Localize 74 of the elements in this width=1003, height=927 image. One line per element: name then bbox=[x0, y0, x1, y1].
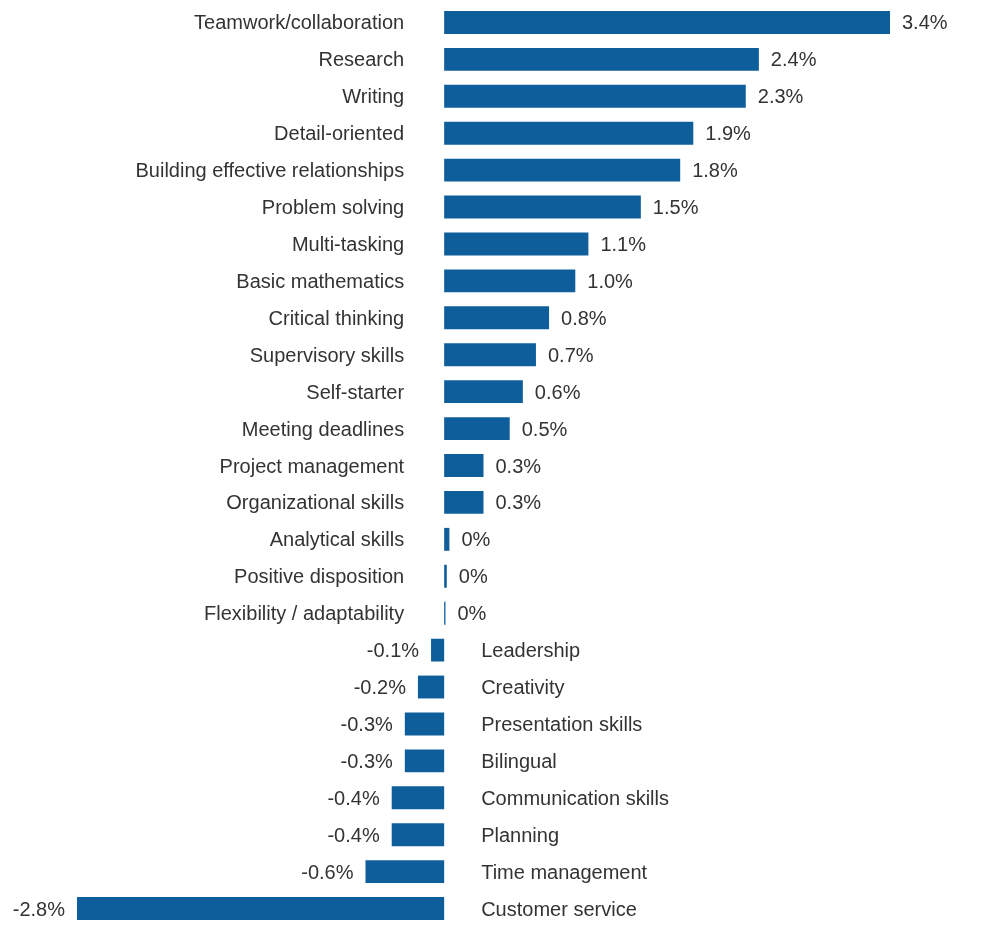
y-tick-label: Multi-tasking bbox=[291, 232, 405, 255]
data-label: 0.7% bbox=[547, 343, 594, 366]
bar bbox=[444, 564, 447, 588]
bar bbox=[431, 638, 445, 662]
data-label: 0.6% bbox=[534, 380, 581, 403]
y-tick-label: Planning bbox=[481, 823, 560, 846]
bar bbox=[391, 786, 445, 810]
y-tick-label: Project management bbox=[219, 454, 405, 477]
y-tick-label: Customer service bbox=[481, 897, 637, 920]
y-tick-label: Teamwork/collaboration bbox=[194, 11, 405, 34]
y-tick-label: Basic mathematics bbox=[236, 269, 405, 292]
y-tick-label: Self-starter bbox=[306, 380, 405, 403]
data-label: -0.3% bbox=[340, 712, 394, 735]
data-label: 2.3% bbox=[757, 85, 804, 108]
bar bbox=[444, 417, 510, 441]
data-label: 1.8% bbox=[692, 159, 738, 182]
bar bbox=[444, 121, 694, 145]
data-label: -0.4% bbox=[327, 823, 380, 846]
bar bbox=[417, 675, 445, 699]
y-tick-label: Meeting deadlines bbox=[241, 417, 405, 440]
bar bbox=[444, 490, 484, 514]
data-label: 1.1% bbox=[600, 232, 647, 255]
data-label: 0.3% bbox=[495, 454, 542, 477]
data-label: 0.3% bbox=[495, 491, 542, 514]
bar bbox=[391, 823, 445, 847]
data-label: 0.8% bbox=[561, 306, 607, 329]
y-tick-label: Flexibility / adaptability bbox=[204, 602, 405, 625]
bar bbox=[404, 749, 445, 773]
data-label: -0.4% bbox=[327, 786, 380, 809]
bar bbox=[444, 11, 890, 34]
data-label: -0.2% bbox=[353, 676, 407, 699]
y-tick-label: Organizational skills bbox=[226, 491, 405, 514]
bar bbox=[444, 269, 576, 293]
data-label: -0.6% bbox=[301, 860, 354, 883]
data-label: -2.8% bbox=[12, 897, 66, 920]
y-tick-label: Writing bbox=[342, 85, 405, 108]
bar bbox=[444, 306, 550, 330]
bar bbox=[444, 380, 523, 404]
y-tick-label: Critical thinking bbox=[268, 306, 405, 329]
y-tick-label: Positive disposition bbox=[234, 565, 405, 588]
data-label: 1.0% bbox=[587, 269, 634, 292]
data-label: 0% bbox=[458, 565, 488, 588]
y-tick-label: Bilingual bbox=[481, 749, 557, 772]
data-label: 0.5% bbox=[521, 417, 568, 440]
bar bbox=[444, 527, 450, 551]
y-tick-label: Detail-oriented bbox=[274, 122, 405, 145]
bar bbox=[444, 47, 759, 71]
y-tick-label: Communication skills bbox=[481, 786, 670, 809]
y-tick-label: Time management bbox=[481, 860, 648, 883]
data-label: 0% bbox=[461, 528, 491, 551]
y-tick-label: Creativity bbox=[481, 676, 565, 699]
bar bbox=[444, 343, 536, 367]
data-label: -0.1% bbox=[366, 639, 420, 662]
data-label: 3.4% bbox=[902, 11, 948, 34]
y-tick-label: Research bbox=[318, 48, 405, 71]
y-tick-label: Presentation skills bbox=[481, 712, 643, 735]
data-label: 0% bbox=[457, 602, 487, 625]
bar bbox=[444, 195, 641, 219]
data-label: -0.3% bbox=[340, 749, 394, 772]
bar bbox=[444, 454, 484, 477]
y-tick-label: Supervisory skills bbox=[249, 343, 405, 366]
bar bbox=[444, 158, 681, 182]
y-tick-label: Building effective relationships bbox=[135, 159, 405, 182]
y-tick-label: Problem solving bbox=[261, 196, 405, 219]
y-tick-label: Leadership bbox=[481, 639, 581, 662]
data-label: 1.5% bbox=[652, 196, 699, 219]
bar bbox=[404, 712, 445, 736]
data-label: 1.9% bbox=[705, 122, 752, 145]
y-tick-label: Analytical skills bbox=[269, 528, 405, 551]
bar bbox=[444, 232, 589, 256]
bar bbox=[77, 897, 445, 920]
data-label: 2.4% bbox=[770, 48, 817, 71]
bar bbox=[365, 860, 445, 884]
bar bbox=[444, 84, 746, 108]
